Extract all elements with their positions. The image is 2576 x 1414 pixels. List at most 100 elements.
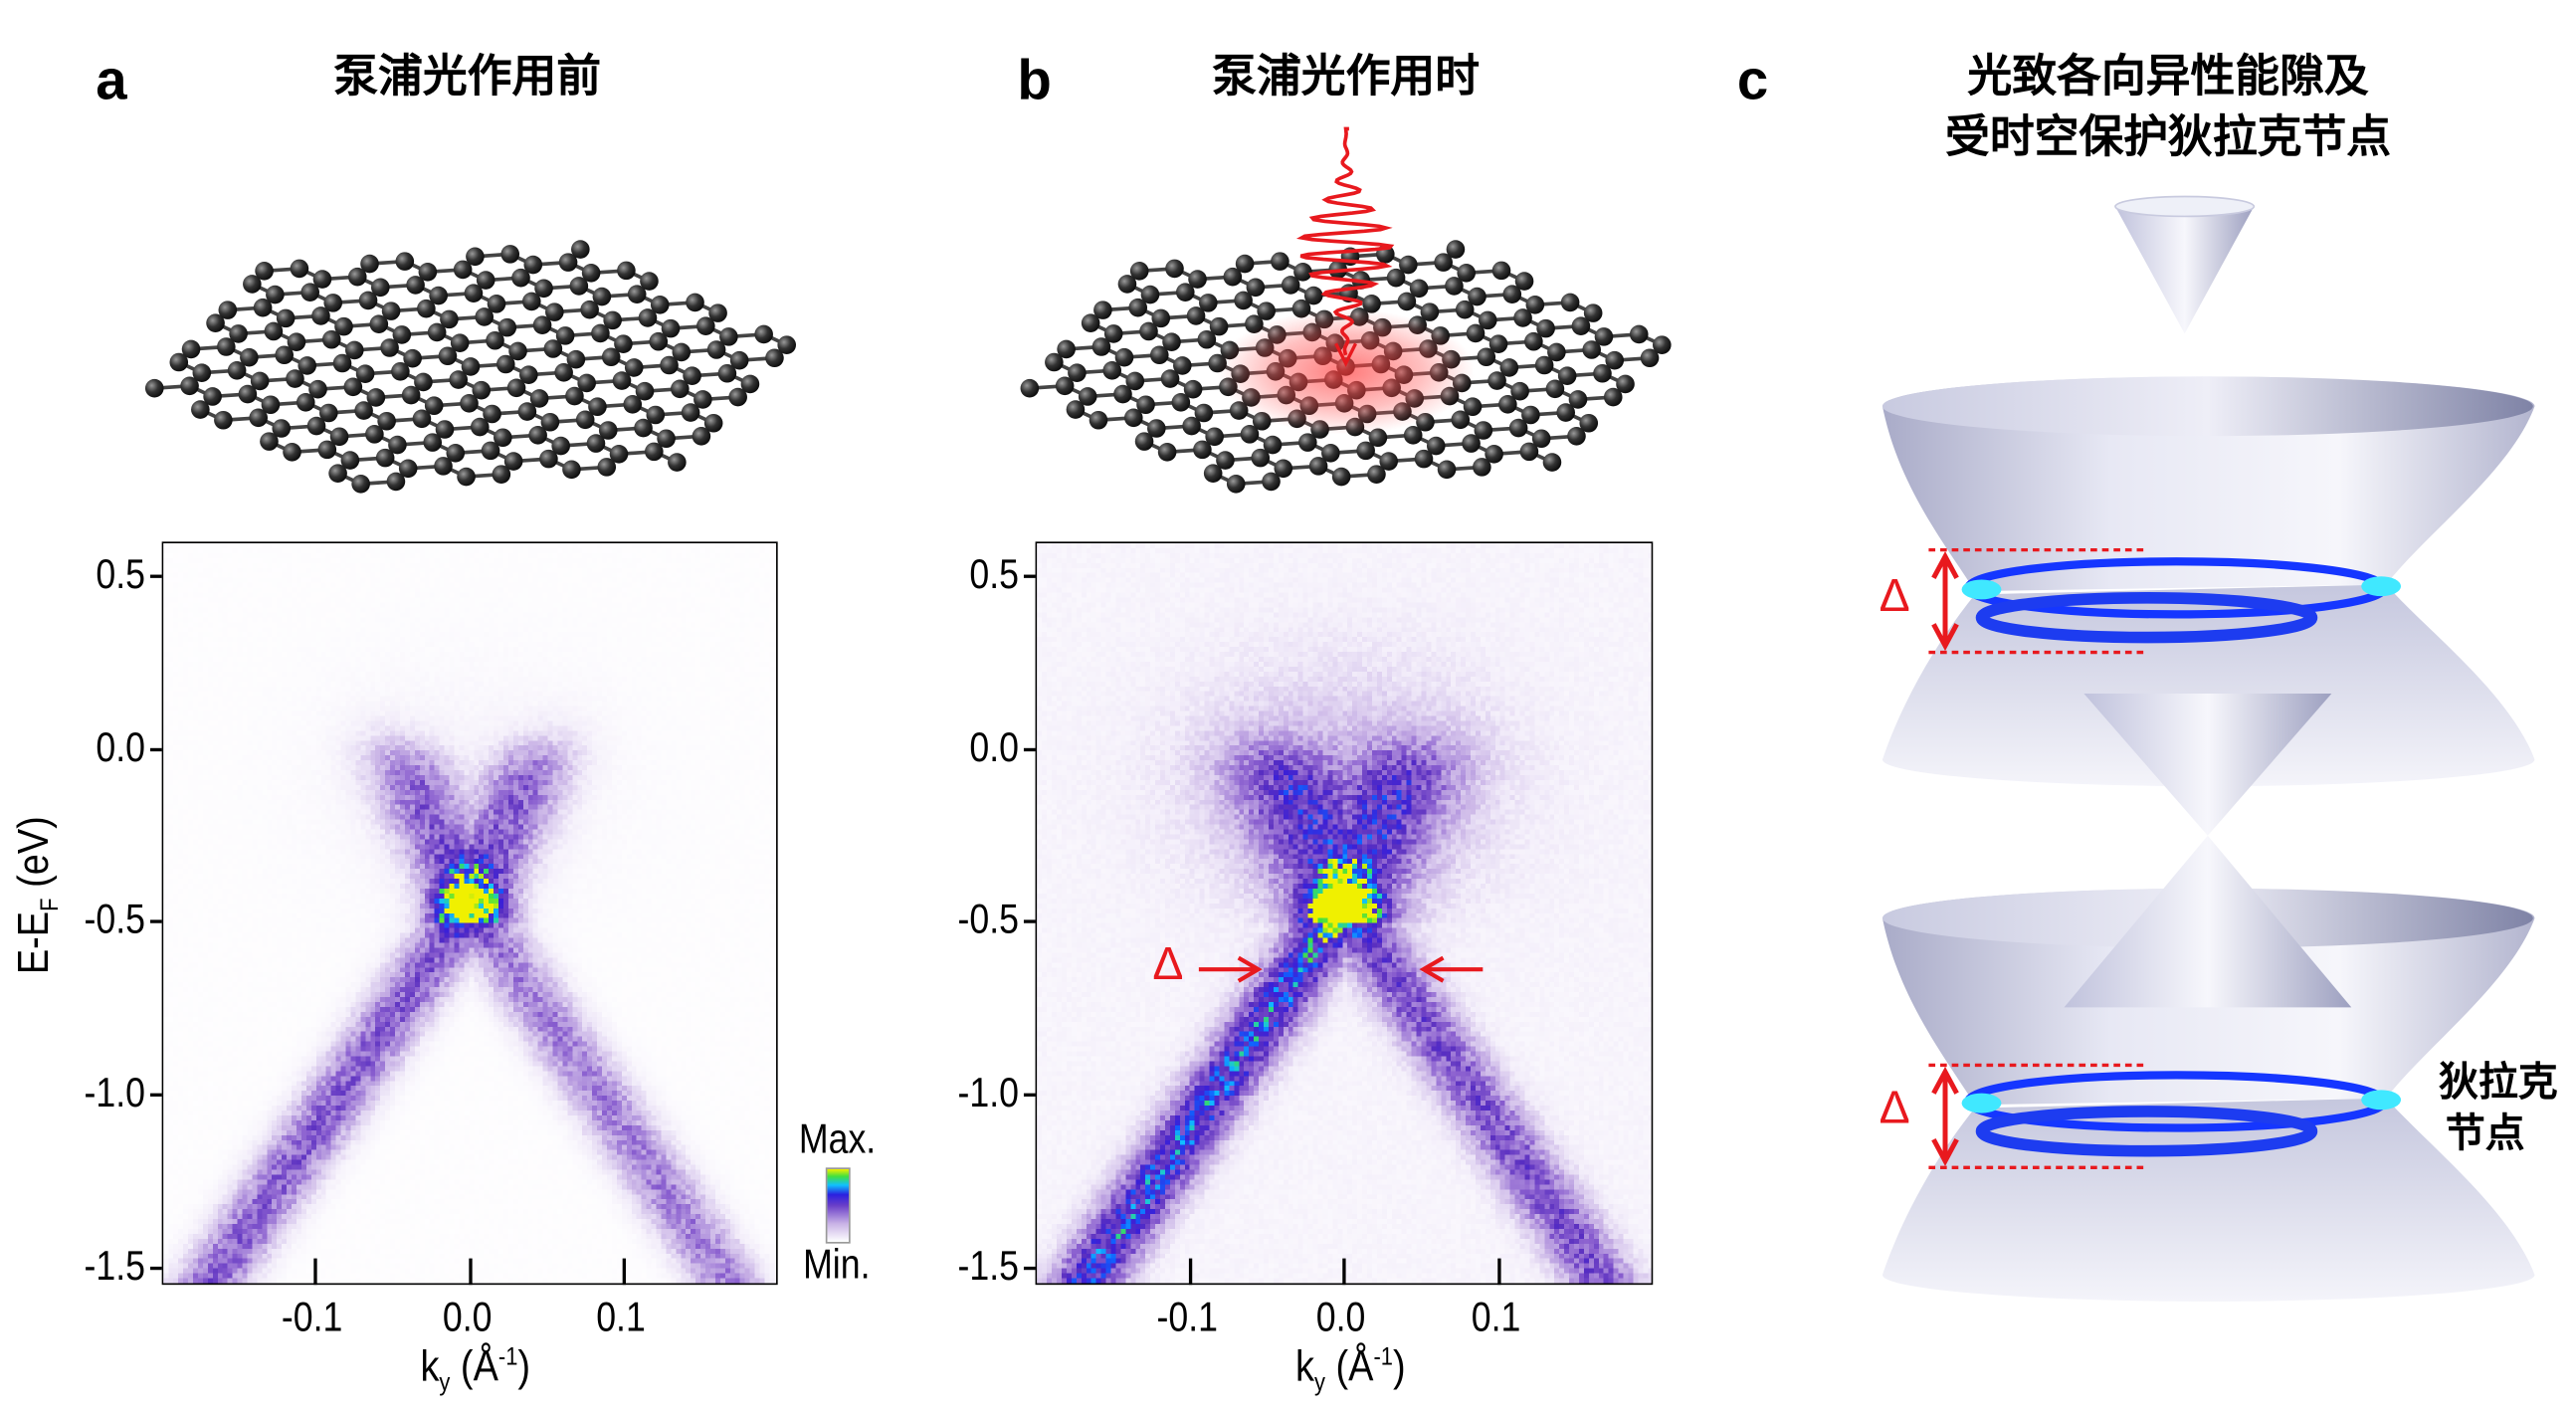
carbon-atom bbox=[1567, 427, 1586, 446]
carbon-atom bbox=[719, 327, 738, 346]
y-tick-mark bbox=[150, 1093, 162, 1097]
x-tick-label: 0.1 bbox=[595, 1295, 646, 1341]
carbon-atom bbox=[1162, 332, 1181, 351]
carbon-atom bbox=[438, 346, 458, 366]
carbon-atom bbox=[569, 277, 589, 296]
carbon-atom bbox=[617, 261, 636, 281]
carbon-atom bbox=[365, 425, 384, 444]
x-axis-label-a: ky (Å-1) bbox=[420, 1341, 530, 1398]
carbon-atom bbox=[229, 324, 248, 343]
carbon-atom bbox=[1193, 440, 1212, 460]
xlabel-text: k bbox=[420, 1340, 440, 1391]
carbon-atom bbox=[1223, 267, 1243, 287]
central-cone-upper bbox=[2083, 694, 2332, 836]
carbon-atom bbox=[660, 355, 679, 375]
carbon-atom bbox=[1263, 435, 1283, 455]
carbon-atom bbox=[591, 323, 610, 343]
carbon-atom bbox=[565, 386, 584, 406]
carbon-atom bbox=[1536, 318, 1555, 338]
carbon-atom bbox=[406, 276, 425, 295]
dirac-node-left bbox=[1961, 579, 2002, 600]
y-axis-label: E-EF (eV) bbox=[8, 793, 65, 996]
carbon-atom bbox=[1455, 300, 1475, 319]
carbon-atom bbox=[503, 452, 523, 471]
carbon-atom bbox=[286, 369, 304, 388]
carbon-atom bbox=[264, 321, 284, 341]
carbon-atom bbox=[1582, 340, 1601, 359]
x-tick-mark bbox=[622, 1258, 626, 1286]
carbon-atom bbox=[144, 378, 164, 398]
carbon-atom bbox=[592, 287, 612, 306]
y-tick-mark bbox=[150, 1266, 162, 1270]
carbon-atom bbox=[497, 317, 517, 337]
carbon-atom bbox=[347, 267, 367, 287]
carbon-atom bbox=[345, 340, 364, 360]
carbon-atom bbox=[1524, 331, 1543, 351]
colorbar-min-label: Min. bbox=[803, 1242, 871, 1289]
carbon-atom bbox=[398, 459, 418, 479]
xlabel-close: ) bbox=[517, 1340, 531, 1391]
carbon-atom bbox=[1568, 390, 1588, 409]
carbon-atom bbox=[1451, 410, 1471, 430]
carbon-atom bbox=[250, 371, 270, 391]
carbon-atom bbox=[375, 448, 395, 468]
carbon-atom bbox=[1547, 342, 1566, 362]
carbon-atom bbox=[1293, 263, 1312, 282]
carbon-atom bbox=[580, 300, 599, 319]
carbon-atom bbox=[321, 329, 341, 349]
carbon-atom bbox=[343, 377, 363, 397]
carbon-atom bbox=[371, 278, 390, 298]
panel-c-title-line1: 光致各向异性能隙及 bbox=[1967, 51, 2369, 101]
carbon-atom bbox=[1502, 285, 1522, 303]
carbon-atom bbox=[1367, 465, 1386, 484]
carbon-atom bbox=[395, 252, 415, 271]
x-tick-mark bbox=[1496, 1258, 1500, 1286]
carbon-atom bbox=[1216, 451, 1235, 470]
carbon-atom bbox=[1173, 356, 1192, 375]
carbon-atom bbox=[1403, 426, 1423, 445]
carbon-atom bbox=[696, 316, 715, 336]
panel-c-title-line2: 受时空保护狄拉克节点 bbox=[1945, 111, 2392, 162]
carbon-atom bbox=[1134, 432, 1154, 451]
carbon-atom bbox=[1356, 441, 1375, 461]
gap-delta-label-b: Δ bbox=[1152, 937, 1184, 990]
carbon-atom bbox=[255, 262, 274, 281]
panel-letter-c: c bbox=[1736, 49, 1769, 112]
carbon-atom bbox=[635, 381, 655, 401]
y-tick-label: -1.0 bbox=[84, 1070, 146, 1116]
carbon-atom bbox=[539, 449, 558, 469]
carbon-atom bbox=[1560, 293, 1580, 312]
carbon-atom bbox=[1257, 302, 1276, 320]
carbon-atom bbox=[1188, 270, 1207, 289]
carbon-atom bbox=[528, 426, 547, 445]
carbon-atom bbox=[1437, 460, 1457, 480]
pump-pulse-wave bbox=[1295, 126, 1395, 356]
y-tick-mark bbox=[150, 574, 162, 578]
carbon-atom bbox=[1594, 327, 1614, 346]
carbon-atom bbox=[1477, 347, 1496, 367]
carbon-atom bbox=[1078, 387, 1097, 406]
gap-delta-label-c2: Δ bbox=[1879, 1082, 1910, 1133]
y-tick-label: -1.5 bbox=[84, 1242, 146, 1290]
carbon-atom bbox=[777, 335, 797, 354]
carbon-atom bbox=[1653, 335, 1672, 354]
x-tick-mark bbox=[313, 1258, 318, 1286]
carbon-atom bbox=[661, 318, 681, 338]
carbon-atom bbox=[1157, 442, 1177, 462]
carbon-atom bbox=[1274, 459, 1293, 479]
carbon-atom bbox=[1209, 316, 1229, 336]
carbon-atom bbox=[1020, 378, 1040, 398]
carbon-atom bbox=[329, 427, 349, 447]
carbon-atom bbox=[306, 416, 326, 436]
dirac-node-label-line2: 节点 bbox=[2445, 1111, 2525, 1156]
carbon-atom bbox=[453, 260, 473, 280]
dirac-node-right bbox=[2361, 576, 2402, 597]
carbon-atom bbox=[534, 279, 553, 299]
carbon-atom bbox=[1066, 400, 1086, 419]
carbon-atom bbox=[354, 401, 373, 420]
gap-edge-ring-lower bbox=[1975, 1106, 2318, 1157]
carbon-atom bbox=[551, 436, 570, 456]
xlabel-unit: (Å bbox=[1324, 1340, 1374, 1391]
carbon-atom bbox=[470, 417, 490, 437]
gap-double-arrow-icon-1 bbox=[1931, 551, 1959, 652]
